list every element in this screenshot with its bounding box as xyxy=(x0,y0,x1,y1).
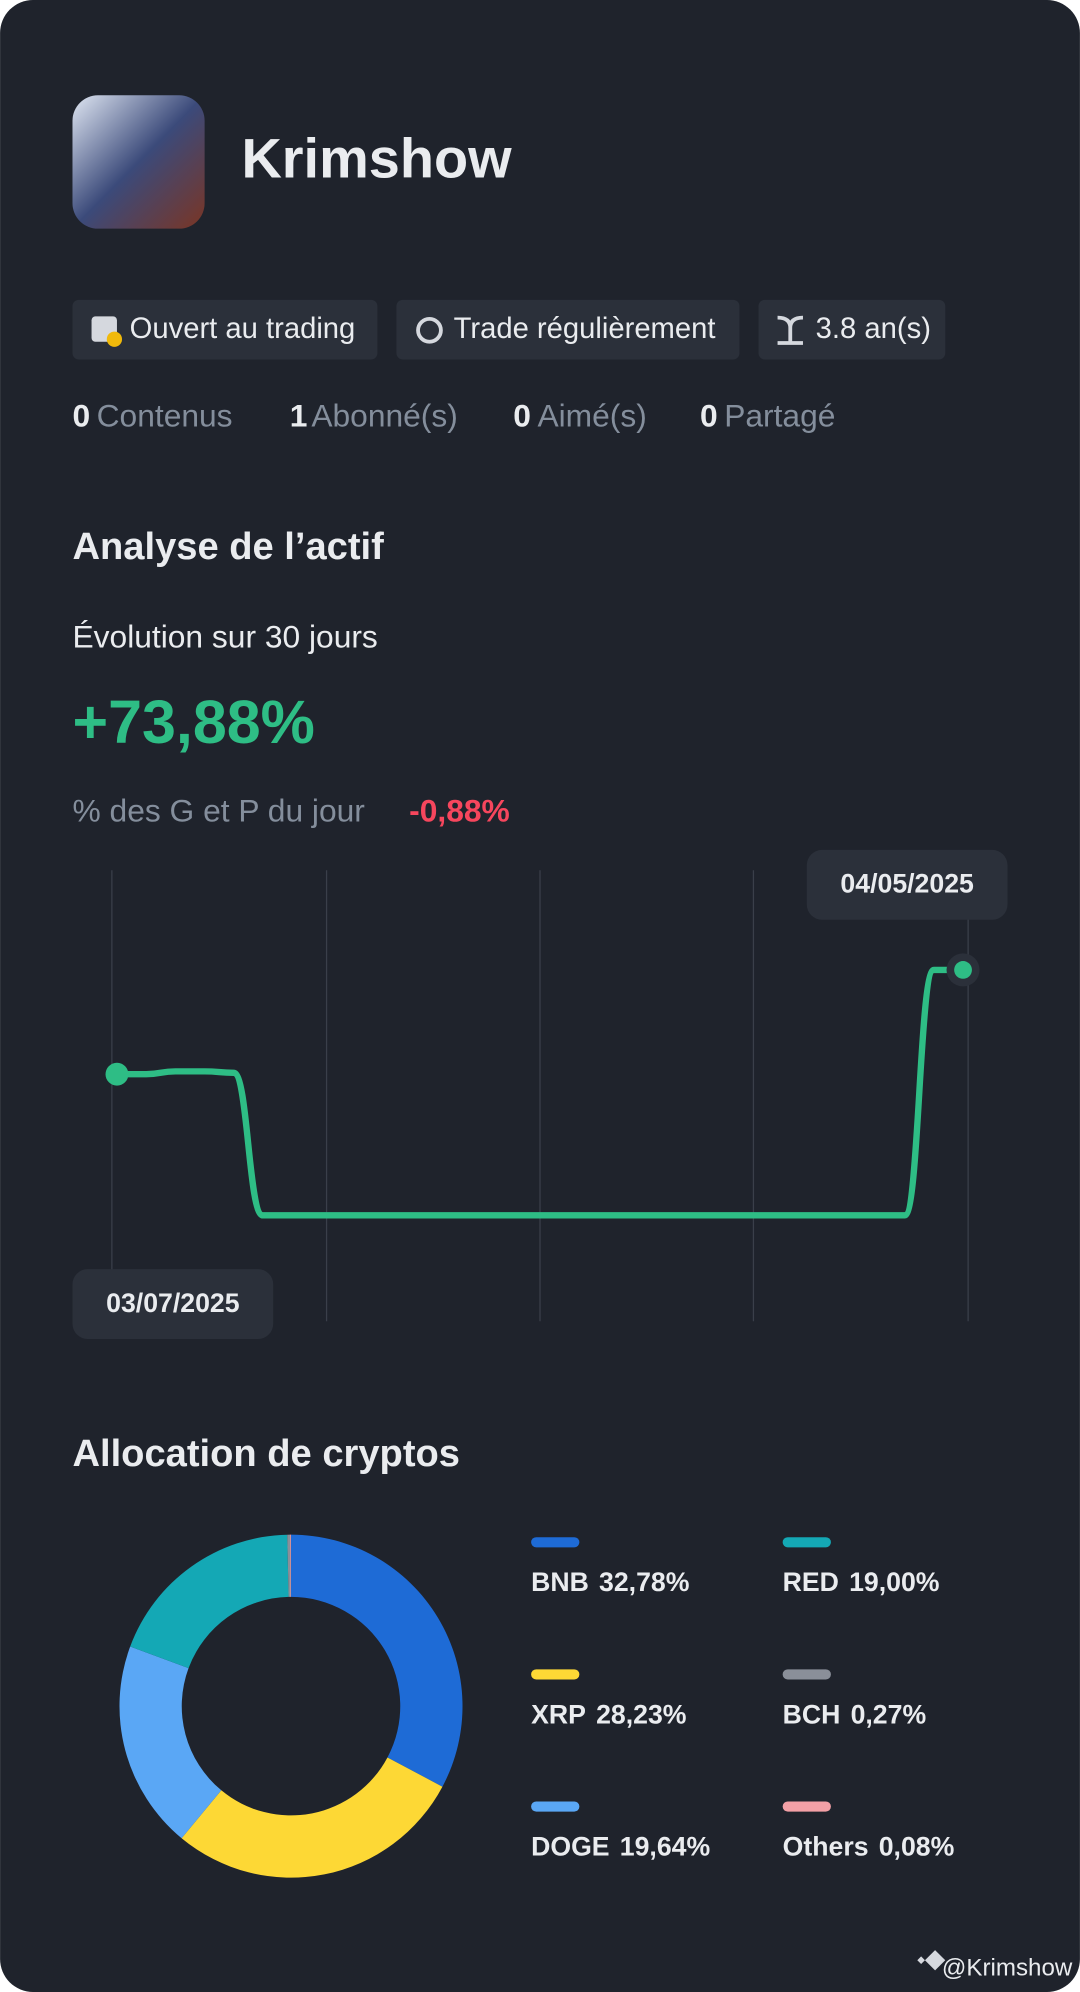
legend-swatch xyxy=(531,1537,580,1548)
tooltip xyxy=(806,849,1008,920)
legend-value: 32,78% xyxy=(599,1567,689,1597)
badge xyxy=(72,299,378,360)
stat-label: Abonné(s) xyxy=(311,397,457,433)
legend-entry: Others 0,08% xyxy=(783,1831,955,1861)
donut-slice xyxy=(287,1534,291,1597)
legend-entry: XRP 28,23% xyxy=(531,1699,686,1729)
legend-value: 19,64% xyxy=(620,1831,710,1861)
badge-label: 3.8 an(s) xyxy=(816,313,931,345)
stat-count: 0 xyxy=(700,397,718,433)
donut-slice xyxy=(119,1646,222,1839)
legend-name: RED xyxy=(783,1567,839,1597)
donut-slice xyxy=(130,1534,289,1669)
logo xyxy=(917,1950,946,1971)
legend-swatch xyxy=(782,1669,831,1680)
legend-swatch xyxy=(782,1801,831,1812)
legend-value: 0,08% xyxy=(879,1831,955,1861)
daily-label: % des G et P du jour xyxy=(72,792,365,828)
donut-slice xyxy=(290,1534,291,1597)
end-dot xyxy=(954,961,972,979)
grid xyxy=(111,870,969,1322)
change: +73,88% xyxy=(72,688,314,756)
legend-value: 28,23% xyxy=(596,1699,686,1729)
stat-label: Partagé xyxy=(724,397,835,433)
stat-label: Aimé(s) xyxy=(537,397,646,433)
legend-swatch xyxy=(531,1801,580,1812)
tooltip-date: 04/05/2025 xyxy=(840,869,974,899)
section-title: Allocation de cryptos xyxy=(72,1433,460,1475)
legend-value: 19,00% xyxy=(849,1567,939,1597)
donut-slice xyxy=(181,1757,443,1878)
badge xyxy=(396,299,740,360)
legend-name: XRP xyxy=(531,1699,586,1729)
daily-value: -0,88% xyxy=(409,792,510,828)
donut-slice xyxy=(291,1534,463,1787)
icon xyxy=(416,316,443,344)
watermark: @Krimshow xyxy=(942,1955,1073,1982)
stat-count: 1 xyxy=(290,397,308,433)
stat-count: 0 xyxy=(72,397,90,433)
legend-name: BCH xyxy=(783,1699,841,1729)
stat-count: 0 xyxy=(513,397,531,433)
badges xyxy=(72,299,946,360)
icon xyxy=(777,315,804,345)
line xyxy=(116,966,964,1219)
legend-name: Others xyxy=(783,1831,869,1861)
tooltip xyxy=(72,1269,274,1340)
icon xyxy=(106,331,123,347)
tooltip-date: 03/07/2025 xyxy=(106,1288,240,1318)
legend-entry: DOGE 19,64% xyxy=(531,1831,710,1861)
legend-entry: BCH 0,27% xyxy=(783,1699,927,1729)
section-title: Analyse de l’actif xyxy=(72,526,384,568)
profile-name: Krimshow xyxy=(241,126,512,189)
avatar xyxy=(72,95,205,229)
start-dot xyxy=(105,1062,129,1086)
period: Évolution sur 30 jours xyxy=(72,618,377,654)
legend-value: 0,27% xyxy=(851,1699,927,1729)
legend-entry: BNB 32,78% xyxy=(531,1567,689,1597)
stat-label: Contenus xyxy=(97,397,233,433)
badge xyxy=(758,299,946,360)
badge-label: Trade régulièrement xyxy=(454,313,716,345)
legend-name: DOGE xyxy=(531,1831,610,1861)
legend-entry: RED 19,00% xyxy=(783,1567,940,1597)
legend-name: BNB xyxy=(531,1567,589,1597)
badge-label: Ouvert au trading xyxy=(130,313,356,345)
legend-swatch xyxy=(782,1537,831,1548)
legend-swatch xyxy=(531,1669,580,1680)
